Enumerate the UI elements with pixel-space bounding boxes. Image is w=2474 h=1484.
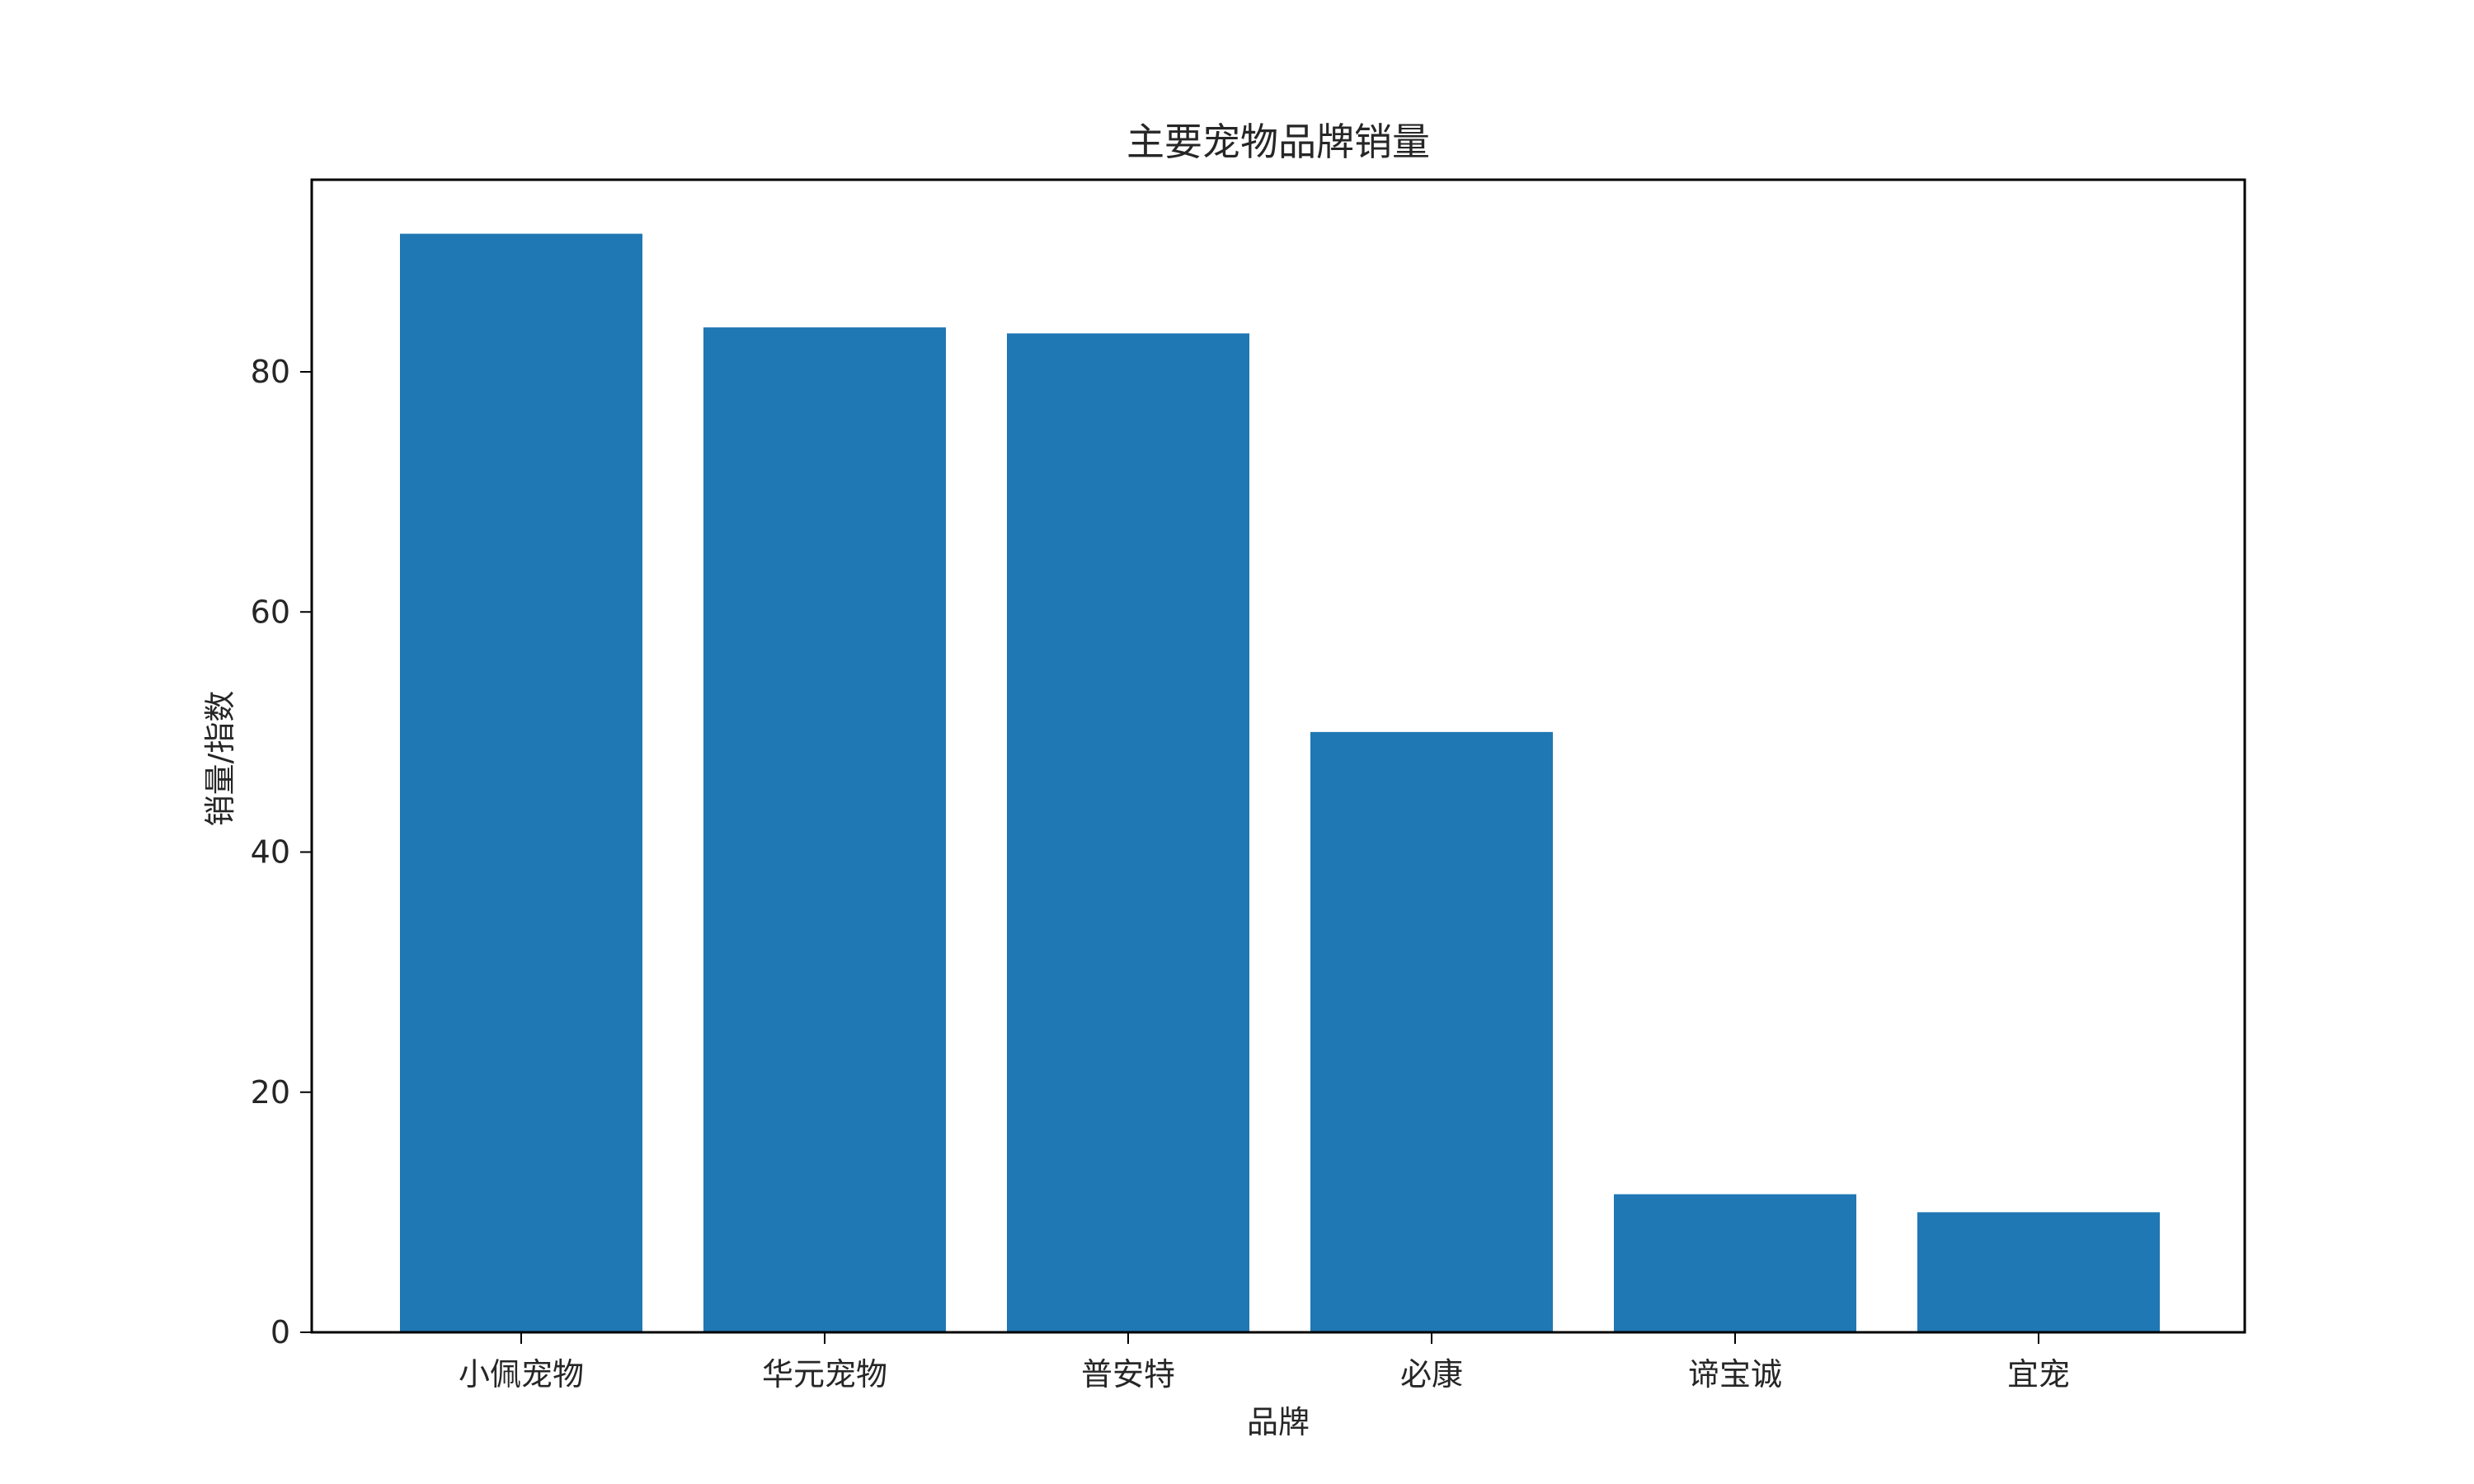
y-axis-label: 销量/指数 bbox=[202, 691, 238, 827]
x-tick-label: 华元宠物 bbox=[762, 1356, 887, 1392]
x-tick-label: 普安特 bbox=[1081, 1356, 1175, 1392]
y-tick-label: 60 bbox=[251, 594, 290, 630]
y-axis: 0 20 40 60 80 bbox=[251, 354, 312, 1350]
chart-title: 主要宠物品牌销量 bbox=[1126, 120, 1430, 164]
bar-2 bbox=[703, 327, 946, 1332]
x-tick-label: 谛宝诚 bbox=[1688, 1356, 1782, 1392]
x-tick-label: 小佩宠物 bbox=[459, 1356, 584, 1392]
bar-1 bbox=[400, 233, 642, 1332]
bar-4 bbox=[1310, 731, 1553, 1332]
x-axis: 小佩宠物 华元宠物 普安特 必康 谛宝诚 宜宠 bbox=[459, 1332, 2070, 1392]
bar-3 bbox=[1007, 333, 1249, 1332]
y-tick-label: 0 bbox=[270, 1314, 290, 1350]
y-tick-label: 40 bbox=[251, 834, 290, 871]
x-tick-label: 宜宠 bbox=[2007, 1356, 2070, 1392]
x-tick-label: 必康 bbox=[1400, 1356, 1463, 1392]
y-tick-label: 20 bbox=[251, 1074, 290, 1111]
watermark-text: 文心AI生成 bbox=[2232, 1432, 2462, 1484]
bar-6 bbox=[1917, 1212, 2160, 1332]
y-tick-label: 80 bbox=[251, 354, 290, 390]
bars-group bbox=[400, 233, 2160, 1332]
plot-frame bbox=[310, 178, 2246, 1334]
bar-5 bbox=[1614, 1194, 1856, 1332]
x-axis-label: 品牌 bbox=[1247, 1404, 1310, 1440]
